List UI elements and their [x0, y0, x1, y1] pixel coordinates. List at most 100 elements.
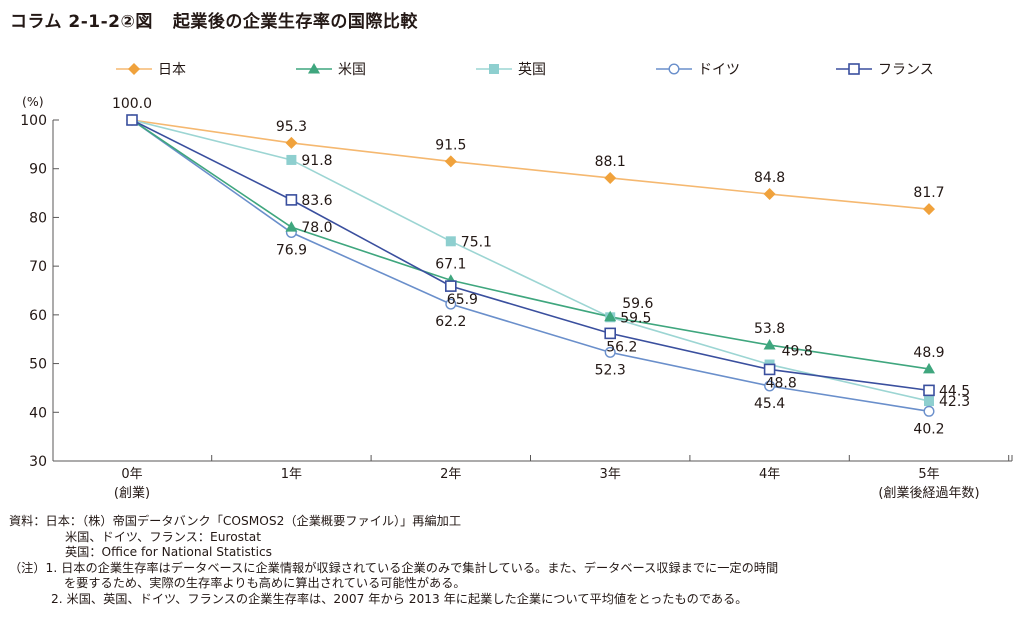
x-tick-label: 0年 [121, 467, 142, 482]
y-tick-label: 60 [29, 308, 47, 324]
legend-marker-icon [128, 63, 140, 75]
marker-germany [764, 380, 776, 392]
legend: 日本 米国 英国 ドイツ フランス [116, 61, 934, 78]
legend-marker-icon [489, 64, 499, 74]
legend-item-japan: 日本 [116, 62, 186, 78]
data-label: 91.5 [435, 137, 466, 153]
source-line-1: 資料：日本：（株）帝国データバンク「COSMOS2（企業概要ファイル）」再編加工 [9, 514, 462, 528]
y-axis-label: (%) [22, 94, 44, 109]
series-line-germany [131, 119, 930, 413]
marker-france [126, 114, 138, 126]
marker-france [604, 327, 617, 340]
line-chart: 日本 米国 英国 ドイツ フランス (%) 30 40 50 60 70 80 90 100 0年 (創業… [20, 61, 1013, 501]
marker-uk [924, 396, 934, 407]
legend-label: 日本 [158, 62, 186, 78]
y-tick-label: 30 [29, 454, 47, 470]
data-label: 78.0 [301, 220, 332, 236]
marker-japan [444, 155, 457, 168]
legend-marker-icon [668, 63, 680, 75]
data-label: 67.1 [435, 256, 466, 272]
figure-title-text: 起業後の企業生存率の国際比較 [172, 12, 418, 32]
legend-item-usa: 米国 [296, 62, 366, 78]
marker-uk [445, 236, 456, 247]
data-label: 48.8 [766, 375, 797, 391]
legend-item-france: フランス [836, 62, 934, 78]
data-label: 95.3 [276, 119, 307, 135]
y-tick-label: 40 [29, 405, 47, 421]
data-label: 59.5 [620, 310, 651, 326]
y-tick-label: 80 [29, 210, 47, 226]
series-markers [126, 114, 935, 417]
data-label: 53.8 [754, 321, 785, 337]
data-label: 52.3 [595, 362, 626, 378]
legend-marker-icon [848, 63, 860, 75]
y-tick-label: 70 [29, 259, 47, 275]
series-line-japan [131, 119, 930, 210]
data-label: 88.1 [595, 154, 626, 170]
data-label: 81.7 [913, 185, 944, 201]
legend-item-uk: 英国 [476, 61, 546, 78]
data-label: 48.9 [913, 345, 944, 361]
x-tick-label: 5年 [918, 467, 939, 482]
legend-label: 英国 [518, 61, 546, 78]
legend-label: 米国 [338, 62, 366, 78]
legend-label: フランス [878, 62, 934, 78]
data-label: 42.3 [939, 394, 970, 410]
marker-uk [286, 154, 297, 165]
marker-japan [604, 171, 617, 184]
marker-france [763, 363, 776, 376]
data-label: 44.5 [939, 383, 970, 399]
figure-number: コラム 2-1-2②図 [10, 12, 153, 32]
data-label: 76.9 [276, 243, 307, 259]
source-line-2: 米国、ドイツ、フランス：Eurostat [65, 529, 262, 544]
marker-france [444, 280, 457, 292]
x-tick-label: 3年 [600, 467, 621, 482]
note-2: 2. 米国、英国、ドイツ、フランスの企業生存率は、2007 年から 2013 年… [51, 591, 748, 606]
data-label: 40.2 [913, 421, 944, 437]
series-line-france [131, 119, 930, 392]
marker-usa [604, 310, 617, 322]
x-tick-label: 4年 [759, 467, 780, 482]
marker-usa [923, 362, 935, 374]
x-tick-sublabel: (創業) [114, 485, 150, 501]
note-1-line-1: （注）1. 日本の企業生存率はデータベースに企業情報が収録されている企業のみで集… [9, 560, 779, 575]
data-label: 45.4 [754, 396, 785, 412]
marker-france [923, 384, 935, 397]
marker-germany [604, 346, 616, 358]
x-tick-label: 2年 [440, 467, 461, 482]
legend-item-germany: ドイツ [656, 62, 740, 78]
data-label: 84.8 [754, 170, 785, 186]
series-line-uk [131, 119, 930, 402]
y-tick-label: 50 [29, 357, 47, 373]
data-label: 83.6 [301, 193, 332, 209]
marker-usa [763, 339, 776, 350]
marker-usa [285, 221, 298, 232]
legend-label: ドイツ [698, 62, 740, 78]
y-tick-label: 100 [20, 113, 47, 129]
note-1-line-2: を要するため、実際の生存率よりも高めに算出されている可能性がある。 [64, 576, 466, 591]
legend-marker-icon [308, 63, 320, 74]
data-label: 100.0 [112, 96, 152, 112]
data-labels: 100.0 95.3 91.5 88.1 84.8 81.7 78.0 67.1 59.6 53.… [112, 96, 970, 437]
data-label: 49.8 [782, 344, 813, 360]
y-tick-label: 90 [29, 162, 47, 178]
data-label: 59.6 [622, 296, 653, 312]
data-label: 91.8 [301, 153, 332, 169]
figure-title: コラム 2-1-2②図 起業後の企業生存率の国際比較 [10, 7, 418, 32]
x-tick-label: 1年 [281, 467, 302, 482]
x-tick-sublabel: (創業後経過年数) [878, 485, 979, 501]
notes: 資料：日本：（株）帝国データバンク「COSMOS2（企業概要ファイル）」再編加工… [9, 514, 778, 608]
marker-japan [285, 136, 298, 149]
marker-japan [923, 203, 935, 216]
marker-japan [763, 188, 776, 201]
marker-germany [923, 405, 935, 417]
data-label: 65.9 [447, 292, 478, 308]
data-label: 75.1 [461, 234, 492, 250]
series-lines [131, 119, 930, 413]
data-label: 56.2 [606, 339, 637, 355]
data-label: 62.2 [435, 314, 466, 330]
series-line-usa [131, 119, 930, 370]
source-line-3: 英国：Office for National Statistics [65, 545, 273, 560]
axes: (%) 30 40 50 60 70 80 90 100 0年 (創業) 1年 2年 3年 4年 5年 (創業… [20, 94, 1013, 501]
marker-germany [445, 298, 457, 310]
